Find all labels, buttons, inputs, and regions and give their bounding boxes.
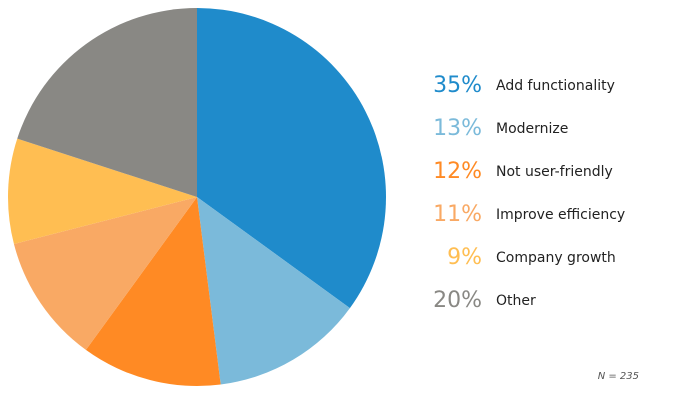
legend-value-company-growth: 9%: [447, 244, 482, 270]
chart-legend: 35% Add functionality 13% Modernize 12% …: [420, 64, 660, 322]
legend-label-add-functionality: Add functionality: [496, 77, 615, 94]
legend-label-other: Other: [496, 292, 536, 309]
legend-value-modernize: 13%: [433, 115, 482, 141]
legend-item-improve-efficiency: 11% Improve efficiency: [420, 193, 660, 236]
pie-slice-improve-efficiency: [13, 197, 198, 350]
sample-size-note: N = 235: [597, 371, 639, 382]
pie-slice-company-growth: [8, 138, 197, 245]
legend-value-other: 20%: [433, 287, 482, 313]
legend-value-add-functionality: 35%: [433, 72, 482, 98]
legend-label-improve-efficiency: Improve efficiency: [496, 206, 626, 223]
legend-item-add-functionality: 35% Add functionality: [420, 64, 660, 107]
pie-slice-other: [17, 8, 197, 197]
legend-item-not-user-friendly: 12% Not user-friendly: [420, 150, 660, 193]
legend-label-modernize: Modernize: [496, 120, 569, 137]
pie-slice-add-functionality: [197, 8, 386, 309]
legend-item-company-growth: 9% Company growth: [420, 236, 660, 279]
legend-value-not-user-friendly: 12%: [433, 158, 482, 184]
legend-item-other: 20% Other: [420, 279, 660, 322]
pie-slice-not-user-friendly: [85, 197, 221, 386]
legend-label-not-user-friendly: Not user-friendly: [496, 163, 613, 180]
pie-slice-modernize: [197, 197, 350, 385]
legend-label-company-growth: Company growth: [496, 249, 616, 266]
legend-value-improve-efficiency: 11%: [433, 201, 482, 227]
legend-item-modernize: 13% Modernize: [420, 107, 660, 150]
